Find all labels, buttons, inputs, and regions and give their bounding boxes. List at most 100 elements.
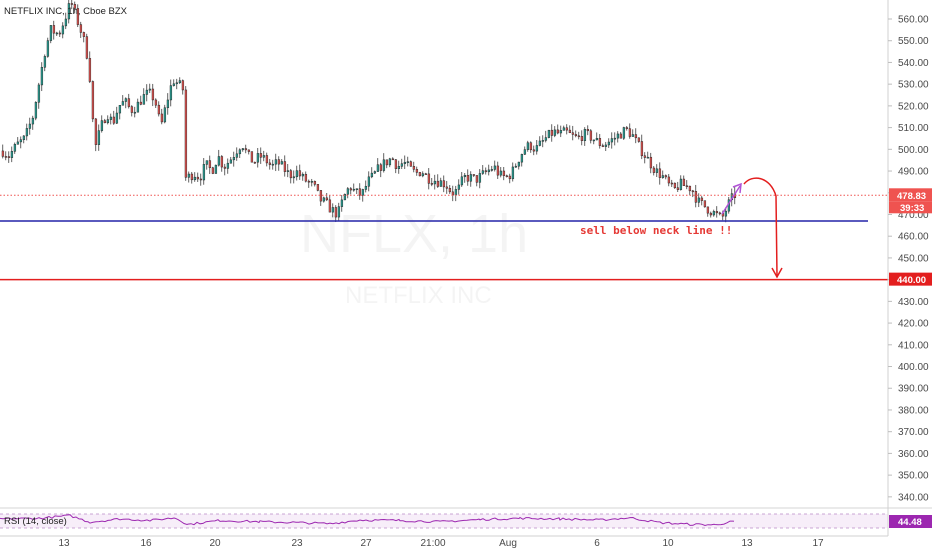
time-tick-label: 6	[594, 538, 600, 549]
candle-body	[241, 148, 245, 151]
candle-body	[598, 138, 602, 146]
annotation-text[interactable]: sell below neck line !!	[580, 224, 732, 237]
candle-body	[67, 3, 71, 20]
candle-body	[457, 184, 461, 190]
candle-body	[235, 153, 239, 158]
time-axis[interactable]: 13 16 20 23 27 21:00 Aug 6 10 13 17	[58, 538, 824, 549]
candle-body	[634, 134, 638, 139]
candle-body	[151, 88, 155, 101]
time-tick-label: 27	[360, 538, 372, 549]
candle-body	[655, 168, 659, 173]
candle-body	[619, 133, 623, 139]
candle-body	[469, 174, 473, 182]
candle-body	[640, 141, 644, 157]
candle-body	[538, 140, 542, 146]
candle-body	[145, 89, 149, 95]
candle-body	[217, 156, 221, 166]
candle-body	[364, 185, 368, 190]
rsi-title: RSI (14, close)	[4, 516, 67, 527]
candle-body	[553, 129, 557, 136]
candle-body	[385, 159, 389, 166]
red-arrow[interactable]	[743, 177, 778, 277]
candle-body	[433, 180, 437, 185]
candle-body	[718, 212, 722, 215]
candle-body	[559, 130, 563, 134]
candle-body	[376, 164, 380, 172]
purple-arrow[interactable]	[721, 185, 741, 215]
price-tick-label: 430.00	[898, 297, 929, 308]
candle-body	[403, 161, 407, 164]
candle-body	[664, 175, 668, 178]
candle-body	[130, 106, 134, 113]
red-arrow-head	[771, 267, 783, 279]
candle-body	[232, 157, 236, 161]
candle-body	[82, 32, 86, 37]
candle-body	[70, 3, 74, 5]
candle-body	[304, 173, 308, 182]
candle-body	[622, 127, 626, 139]
candle-body	[148, 88, 152, 91]
candles	[1, 0, 737, 223]
candle-body	[340, 199, 344, 207]
candle-body	[544, 137, 548, 141]
candle-body	[166, 99, 170, 109]
candle-body	[445, 186, 449, 189]
candle-body	[562, 127, 566, 131]
candle-body	[430, 183, 434, 185]
candle-body	[685, 185, 689, 188]
candle-body	[658, 168, 662, 178]
candle-body	[415, 169, 419, 173]
price-tick-label: 500.00	[898, 145, 929, 156]
candle-body	[37, 84, 41, 103]
candle-body	[196, 176, 200, 180]
time-tick-label: 21:00	[420, 538, 445, 549]
candle-body	[709, 212, 713, 216]
candle-body	[202, 164, 206, 181]
candle-body	[586, 129, 590, 132]
candle-body	[475, 175, 479, 183]
price-axis[interactable]: 340.00 350.00 360.00 370.00 380.00 390.00 400.…	[888, 15, 929, 504]
candle-body	[556, 129, 560, 134]
candle-body	[250, 151, 254, 163]
candle-body	[451, 191, 455, 196]
candle-body	[169, 85, 173, 101]
candle-body	[40, 66, 44, 86]
candle-body	[58, 32, 62, 35]
candle-body	[520, 154, 524, 163]
candle-body	[400, 163, 404, 167]
candle-body	[694, 191, 698, 203]
candle-body	[10, 151, 14, 158]
candle-body	[526, 142, 530, 150]
candle-body	[349, 188, 353, 191]
candle-body	[298, 170, 302, 177]
candle-body	[370, 172, 374, 178]
candle-body	[607, 141, 611, 146]
candle-body	[115, 112, 119, 124]
price-tick-label: 350.00	[898, 471, 929, 482]
candle-body	[13, 144, 17, 152]
candle-body	[184, 89, 188, 178]
candle-body	[112, 116, 116, 124]
price-tick-label: 470.00	[898, 210, 929, 221]
symbol-header[interactable]: NETFLIX INC, 1h, Cboe BZX	[4, 6, 128, 17]
candle-body	[283, 161, 287, 172]
svg-text:440.00: 440.00	[897, 275, 926, 286]
candle-body	[406, 161, 410, 163]
price-tick-label: 390.00	[898, 384, 929, 395]
candle-body	[64, 18, 68, 27]
candle-body	[313, 181, 317, 185]
svg-text:44.48: 44.48	[898, 517, 922, 528]
candle-body	[439, 180, 443, 187]
price-tick-label: 540.00	[898, 58, 929, 69]
candle-body	[715, 211, 719, 214]
candle-body	[292, 176, 296, 179]
svg-text:39:33: 39:33	[900, 203, 924, 214]
candle-body	[178, 80, 182, 83]
candle-body	[157, 104, 161, 115]
last-price-label: 478.83	[889, 188, 932, 202]
candle-body	[103, 120, 107, 124]
candle-body	[673, 182, 677, 189]
time-tick-label: 10	[662, 538, 674, 549]
candle-body	[85, 36, 89, 59]
